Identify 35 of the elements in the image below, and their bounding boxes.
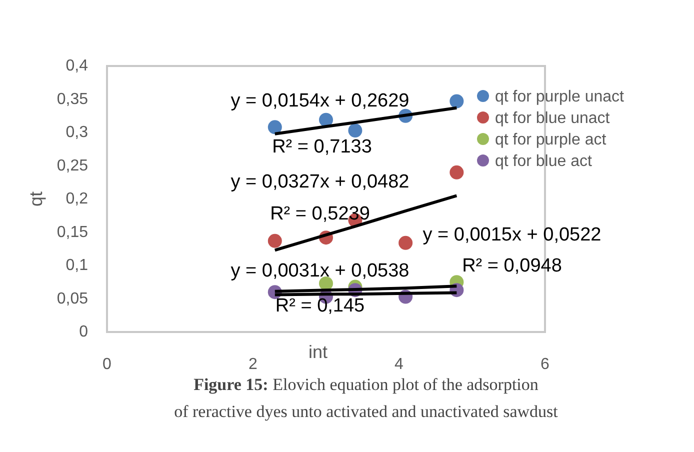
- legend-label: qt for blue act: [495, 153, 592, 170]
- annotation: R² = 0,7133: [272, 136, 372, 158]
- y-tick-label: 0,35: [56, 90, 88, 108]
- x-tick-label: 4: [394, 356, 404, 373]
- y-tick-label: 0: [79, 324, 88, 340]
- y-tick-label: 0,05: [56, 290, 88, 308]
- annotation: y = 0,0154x + 0,2629: [230, 90, 410, 112]
- point: [319, 112, 333, 127]
- y-tick-label: 0,4: [66, 58, 88, 74]
- x-tick-label: 0: [102, 356, 112, 373]
- legend-label: qt for purple act: [495, 132, 607, 149]
- y-tick-label: 0,2: [66, 190, 88, 208]
- x-tick-label: 2: [248, 356, 258, 373]
- legend-label: qt for blue unact: [495, 110, 610, 128]
- annotation: y = 0,0327x + 0,0482: [230, 172, 410, 193]
- annotation: y = 0,0015x + 0,0522: [422, 224, 602, 246]
- annotation: y = 0,0031x + 0,0538: [230, 260, 410, 282]
- point: [450, 94, 464, 108]
- x-axis-title: int: [308, 342, 328, 362]
- y-tick-label: 0,3: [66, 124, 88, 141]
- legend-label: qt for purple unact: [495, 88, 625, 106]
- caption: Figure 15: Elovich equation plot of the adsorption of reractive dyes unto activated and unactivated sawdust: [174, 375, 558, 421]
- y-tick-label: 0,15: [56, 224, 88, 241]
- y-tick-label: 0,25: [56, 157, 88, 174]
- annotation: R² = 0,145: [275, 296, 365, 317]
- point: [398, 236, 413, 250]
- point: [348, 124, 362, 138]
- point: [450, 165, 464, 180]
- point: [268, 234, 282, 248]
- y-axis-title: qt: [26, 191, 46, 207]
- point: [268, 120, 282, 134]
- annotation: R² = 0,5239: [270, 204, 370, 225]
- annotation: R² = 0,0948: [462, 256, 562, 277]
- y-tick-label: 0,1: [66, 257, 88, 274]
- x-tick-label: 6: [540, 356, 550, 373]
